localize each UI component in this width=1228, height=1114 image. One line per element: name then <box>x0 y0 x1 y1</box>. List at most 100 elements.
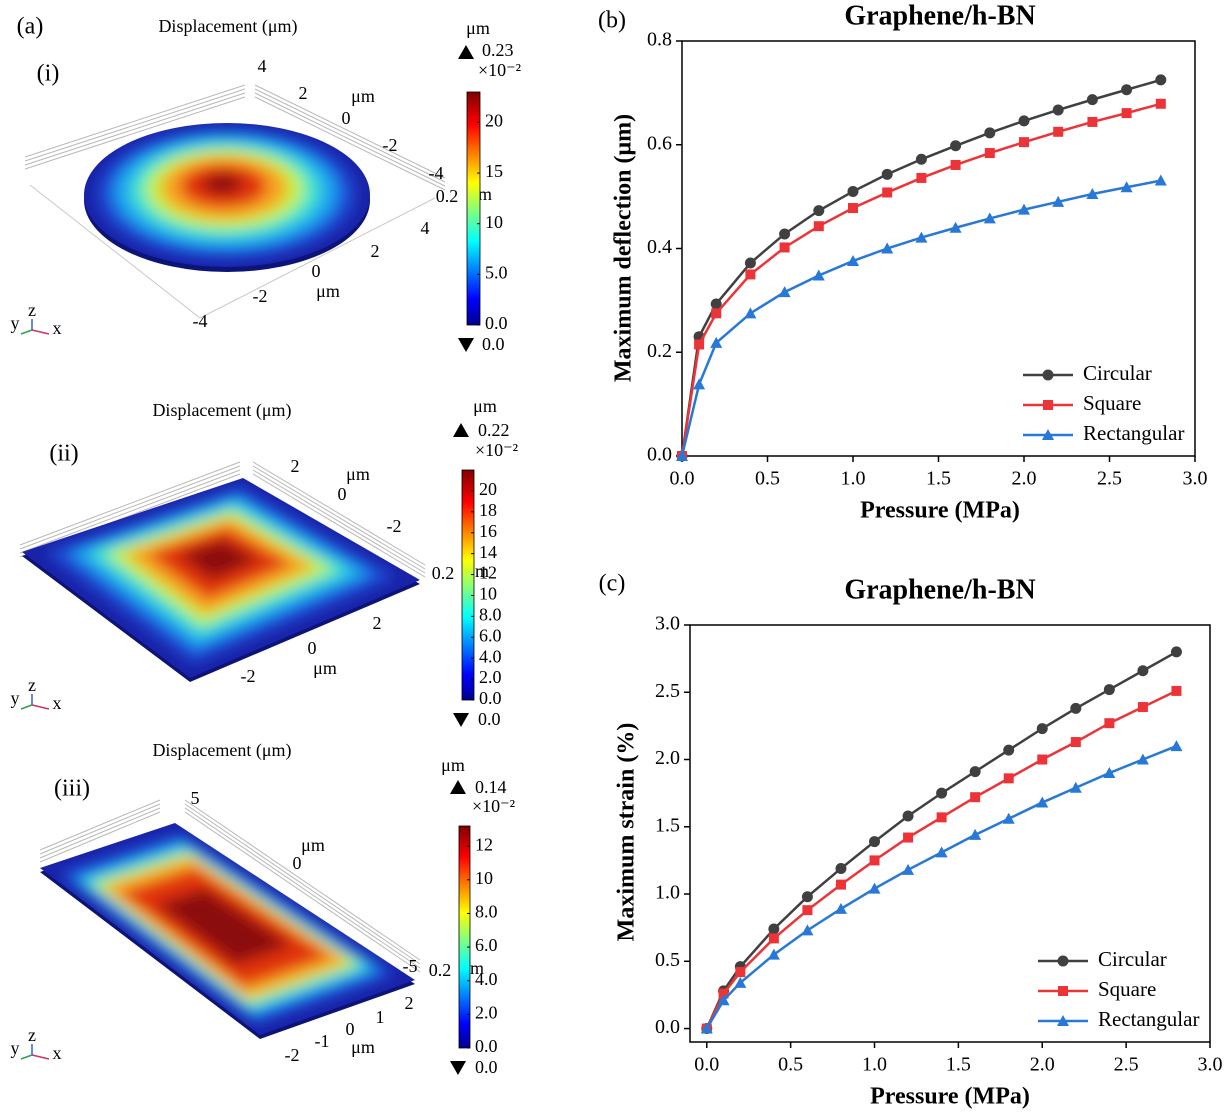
marker <box>801 924 813 935</box>
colorbar-unit: μm <box>473 396 497 416</box>
marker <box>1019 137 1029 147</box>
colorbar-multiplier: ×10⁻² <box>472 796 515 816</box>
marker <box>902 864 914 875</box>
subpanel-label: (ii) <box>49 441 78 467</box>
axis-tick-label: 4 <box>421 218 430 238</box>
triad-label: x <box>53 1043 62 1063</box>
marker <box>1121 84 1132 95</box>
series-line <box>707 652 1177 1029</box>
axis-tick-label: 2 <box>373 613 382 633</box>
marker <box>1004 773 1014 783</box>
marker <box>870 855 880 865</box>
axis-tick-label: 0 <box>346 1019 355 1039</box>
colorbar-tick-label: 0.0 <box>479 688 502 708</box>
marker <box>1171 686 1181 696</box>
y-tick-label: 0.0 <box>647 444 672 466</box>
marker <box>744 307 756 318</box>
y-tick-label: 0.0 <box>655 1016 680 1038</box>
marker <box>1019 115 1030 126</box>
min-marker <box>453 713 469 727</box>
y-tick-label: 0.6 <box>647 132 672 154</box>
axis-tick-label: 4 <box>258 56 267 76</box>
marker <box>1003 745 1014 756</box>
triad-y <box>21 330 32 334</box>
marker <box>735 967 745 977</box>
y-axis-label: Maximum deflection (μm) <box>611 114 637 382</box>
page: {"figure_label": "(a)", "surface_plots":… <box>0 0 1228 1114</box>
marker <box>903 811 914 822</box>
axis-tick-label: 0 <box>338 484 347 504</box>
marker <box>1037 723 1048 734</box>
marker <box>869 836 880 847</box>
axis-tick-label: -2 <box>253 286 268 306</box>
marker <box>1171 646 1182 657</box>
colorbar-tick-label: 12 <box>479 563 497 583</box>
x-axis-label: Pressure (MPa) <box>870 1084 1030 1110</box>
axis-tick-label: 2 <box>299 83 308 103</box>
marker <box>916 154 927 165</box>
colorbar-tick-label: 8.0 <box>475 902 498 922</box>
y-tick-label: 1.5 <box>655 814 680 836</box>
axis-tick-label: 0 <box>312 261 321 281</box>
max-marker <box>458 45 474 59</box>
marker <box>951 160 961 170</box>
axis-tick-label: -4 <box>193 311 208 331</box>
marker <box>1137 665 1148 676</box>
legend-label: Rectangular <box>1098 1007 1199 1031</box>
max-marker <box>453 423 469 437</box>
marker <box>779 228 790 239</box>
axis-tick-label: -2 <box>241 666 256 686</box>
triad-label: y <box>11 313 20 333</box>
colorbar-tick-label: 6.0 <box>479 625 502 645</box>
marker <box>1070 703 1081 714</box>
marker <box>769 933 779 943</box>
surface-heat <box>98 129 355 259</box>
panel-label: (b) <box>598 8 626 34</box>
x-tick-label: 0.5 <box>755 468 780 490</box>
x-tick-label: 1.5 <box>946 1054 971 1076</box>
axis-tick-label: 1 <box>376 1007 385 1027</box>
x-tick-label: 2.0 <box>1012 468 1037 490</box>
x-tick-label: 2.0 <box>1030 1054 1055 1076</box>
z-tick-label: 0.2 <box>429 960 452 980</box>
z-tick-label: 0.2 <box>432 563 455 583</box>
colorbar-min: 0.0 <box>478 709 501 729</box>
axis-tick-label: -4 <box>429 163 444 183</box>
marker <box>813 205 824 216</box>
colorbar-max: 0.23 <box>482 40 514 60</box>
x-tick-label: 0.0 <box>670 468 695 490</box>
triad-label: z <box>28 300 36 320</box>
x-tick-label: 1.0 <box>862 1054 887 1076</box>
axis-tick-label: 0 <box>342 108 351 128</box>
axis-tick-label: -2 <box>383 135 398 155</box>
marker <box>936 846 948 857</box>
triad-label: z <box>28 1025 36 1045</box>
min-marker <box>458 338 474 352</box>
marker <box>936 788 947 799</box>
marker <box>745 258 756 269</box>
colorbar-min: 0.0 <box>482 334 505 354</box>
z-tick-label: 0.2 <box>436 186 459 206</box>
max-marker <box>450 780 466 794</box>
marker <box>836 880 846 890</box>
marker <box>779 286 791 297</box>
min-marker <box>450 1061 466 1075</box>
surface-heat <box>46 487 396 663</box>
colorbar-max: 0.14 <box>475 777 507 797</box>
panel-label: (c) <box>599 571 626 597</box>
triad-label: y <box>11 1038 20 1058</box>
marker <box>1156 99 1166 109</box>
colorbar-tick-label: 14 <box>479 542 497 562</box>
marker <box>1138 702 1148 712</box>
marker <box>882 169 893 180</box>
colorbar-tick-label: 8.0 <box>479 604 502 624</box>
marker <box>970 792 980 802</box>
triad-x <box>32 330 49 334</box>
colorbar-tick-label: 20 <box>485 111 503 131</box>
figure: (a)Displacement (μm)(i)420-2-4420-2-4μmμ… <box>0 0 1228 1114</box>
colorbar-min: 0.0 <box>475 1057 498 1077</box>
marker <box>835 863 846 874</box>
axis-unit: μm <box>316 281 340 301</box>
x-axis-label: Pressure (MPa) <box>860 498 1020 524</box>
marker <box>1043 400 1053 410</box>
